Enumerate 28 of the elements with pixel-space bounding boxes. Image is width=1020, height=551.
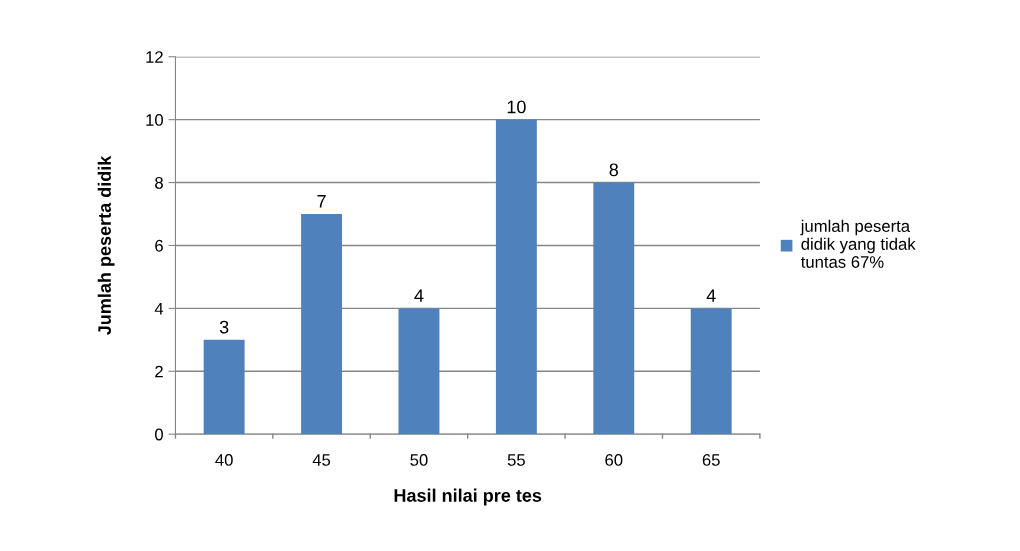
bar (301, 214, 343, 435)
x-tick-label: 40 (215, 454, 233, 466)
y-axis-title: Jumlah peserta didik (97, 155, 115, 335)
data-label: 8 (609, 163, 619, 177)
x-tick-label: 45 (312, 454, 331, 466)
data-label: 7 (317, 195, 326, 208)
y-tick-label: 10 (146, 114, 163, 126)
y-tick-label: 12 (146, 51, 163, 63)
data-label: 4 (706, 289, 716, 302)
x-tick-label: 65 (702, 454, 720, 466)
data-label: 3 (219, 320, 229, 334)
x-tick-label: 60 (605, 454, 623, 466)
bar (690, 308, 732, 435)
y-tick-label: 6 (155, 239, 163, 252)
data-label: 10 (507, 100, 526, 114)
y-tick-label: 2 (155, 365, 163, 378)
data-label: 4 (414, 289, 424, 302)
y-tick-label: 0 (155, 428, 163, 441)
bar (495, 119, 537, 435)
y-tick-label: 8 (155, 176, 163, 189)
bar (593, 182, 635, 435)
legend-label: jumlah peserta didik yang tidak tuntas 67% (800, 219, 916, 268)
x-axis-title: Hasil nilai pre tes (394, 488, 542, 506)
y-tick-label: 4 (154, 302, 164, 315)
x-tick-label: 55 (507, 454, 525, 466)
x-tick-label: 50 (410, 454, 428, 466)
bar (203, 339, 245, 435)
bar (398, 308, 440, 435)
